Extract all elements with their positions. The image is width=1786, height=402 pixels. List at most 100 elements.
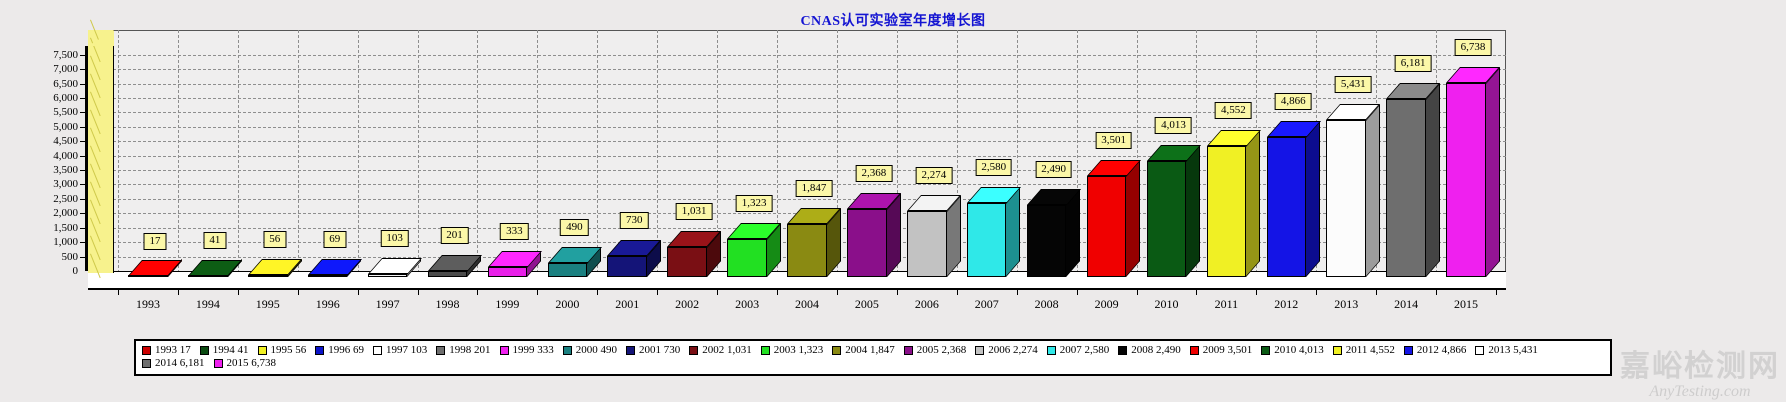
y-axis-tick-label: 4,500 <box>53 135 78 148</box>
bar-2006[interactable] <box>907 195 961 277</box>
x-axis-label-2003: 2003 <box>735 297 760 311</box>
x-axis-label-2011: 2011 <box>1214 297 1239 311</box>
legend-item-1[interactable]: 1994 41 <box>199 344 249 357</box>
legend-item-20[interactable]: 2013 5,431 <box>1475 344 1538 357</box>
legend-item-12[interactable]: 2005 2,368 <box>903 344 967 357</box>
legend-swatch-icon <box>1189 346 1199 355</box>
bar-2003[interactable] <box>727 222 781 277</box>
x-axis-tick-mark <box>477 290 479 295</box>
bar-front-face <box>1146 161 1187 277</box>
y-axis-tick-mark <box>80 141 86 143</box>
data-label-1995: 56 <box>263 231 287 249</box>
bar-1995[interactable] <box>248 259 302 277</box>
legend-item-3[interactable]: 1996 69 <box>315 344 364 357</box>
bar-front-face <box>847 208 887 277</box>
legend-item-17[interactable]: 2010 4,013 <box>1261 344 1324 357</box>
legend-item-19[interactable]: 2012 4,866 <box>1403 344 1466 357</box>
bar-2010[interactable] <box>1146 145 1201 277</box>
bar-2000[interactable] <box>547 246 602 277</box>
bar-2008[interactable] <box>1026 189 1081 277</box>
bar-1997[interactable] <box>367 258 422 277</box>
bar-1993[interactable] <box>128 259 182 277</box>
x-axis-label-1996: 1996 <box>315 297 340 311</box>
legend-item-21[interactable]: 2014 6,181 <box>142 357 205 370</box>
bar-front-face <box>1026 205 1067 277</box>
gridline-horizontal <box>88 170 1506 172</box>
legend-item-16[interactable]: 2009 3,501 <box>1189 344 1252 357</box>
bar-front-face <box>1326 120 1366 277</box>
bar-2004[interactable] <box>787 207 841 277</box>
legend-item-7[interactable]: 2000 490 <box>562 344 617 357</box>
legend-item-15[interactable]: 2008 2,490 <box>1118 344 1181 357</box>
legend-item-22[interactable]: 2015 6,738 <box>213 357 276 370</box>
gridline-vertical <box>237 30 239 288</box>
data-label-2010: 4,013 <box>1155 117 1192 135</box>
legend-swatch-icon <box>199 346 209 355</box>
legend-item-10[interactable]: 2003 1,323 <box>760 344 823 357</box>
data-label-2012: 4,866 <box>1274 92 1312 110</box>
bar-2014[interactable] <box>1386 82 1440 277</box>
legend-item-5[interactable]: 1998 201 <box>436 344 491 357</box>
x-axis-line <box>88 288 1506 290</box>
x-axis-tick-mark <box>717 290 719 295</box>
x-axis-tick-mark <box>597 290 599 295</box>
bar-2013[interactable] <box>1326 104 1380 277</box>
y-axis-tick-mark <box>80 213 86 215</box>
bar-2012[interactable] <box>1266 120 1321 277</box>
legend-swatch-icon <box>142 346 151 355</box>
x-axis-label-2008: 2008 <box>1034 297 1059 311</box>
legend-item-8[interactable]: 2001 730 <box>626 344 680 357</box>
watermark-english: AnyTesting.com <box>1649 383 1751 400</box>
legend-swatch-icon <box>562 346 572 355</box>
legend-item-9[interactable]: 2002 1,031 <box>689 344 752 357</box>
legend-item-0[interactable]: 1993 17 <box>142 344 191 357</box>
legend-item-18[interactable]: 2011 4,552 <box>1332 344 1395 357</box>
data-label-2014: 6,181 <box>1394 54 1432 72</box>
legend-item-13[interactable]: 2006 2,274 <box>975 344 1038 357</box>
legend-item-4[interactable]: 1997 103 <box>373 344 427 357</box>
bar-front-face <box>307 275 348 277</box>
legend-swatch-icon <box>1332 346 1342 355</box>
legend-item-6[interactable]: 1999 333 <box>499 344 554 357</box>
bar-front-face <box>907 211 947 277</box>
legend-label: 1998 201 <box>449 344 491 356</box>
bar-1998[interactable] <box>427 255 482 277</box>
x-axis-label-1999: 1999 <box>495 297 520 311</box>
y-axis-tick-mark <box>80 54 86 56</box>
bar-2005[interactable] <box>847 192 901 277</box>
gridline-vertical <box>836 30 838 288</box>
x-axis-label-2014: 2014 <box>1394 297 1419 311</box>
watermark: 嘉峪检测网 AnyTesting.com <box>1620 351 1780 401</box>
legend-item-11[interactable]: 2004 1,847 <box>832 344 895 357</box>
y-axis-tick-label: 2,000 <box>53 207 78 220</box>
legend-label: 2007 2,580 <box>1059 344 1110 356</box>
plot-area: 17 41 56 69 103 201 333 490 730 1,031 1,323 1,847 2,… <box>88 19 1506 288</box>
legend-label: 2005 2,368 <box>916 344 967 356</box>
bar-1996[interactable] <box>307 259 362 277</box>
legend-swatch-icon <box>257 346 267 355</box>
legend-swatch-icon <box>373 346 382 355</box>
legend-item-14[interactable]: 2007 2,580 <box>1046 344 1110 357</box>
data-label-1996: 69 <box>323 231 347 248</box>
y-axis-tick-label: 7,500 <box>53 48 78 61</box>
legend-swatch-icon <box>832 346 842 355</box>
bar-side-face <box>1306 120 1321 277</box>
y-axis-tick-mark <box>80 170 86 172</box>
y-axis-tick-mark <box>80 242 86 244</box>
x-axis: 1993 1994 1995 1996 1997 1998 1999 2000 2001 2002… <box>88 288 1506 322</box>
bar-2007[interactable] <box>966 186 1021 277</box>
x-axis-label-1998: 1998 <box>435 297 460 311</box>
bar-1994[interactable] <box>188 259 242 277</box>
legend-item-2[interactable]: 1995 56 <box>257 344 306 357</box>
bar-1999[interactable] <box>487 251 542 277</box>
bar-2002[interactable] <box>667 231 721 277</box>
x-axis-label-2015: 2015 <box>1454 297 1479 311</box>
y-axis-tick-mark <box>80 256 86 258</box>
y-axis-tick-label: 1,500 <box>53 221 78 234</box>
bar-2001[interactable] <box>607 239 662 277</box>
bar-2015[interactable] <box>1446 66 1500 277</box>
bar-2009[interactable] <box>1086 160 1141 277</box>
x-axis-label-2009: 2009 <box>1094 297 1119 311</box>
bar-2011[interactable] <box>1206 129 1261 277</box>
x-axis-tick-mark <box>1076 290 1078 295</box>
